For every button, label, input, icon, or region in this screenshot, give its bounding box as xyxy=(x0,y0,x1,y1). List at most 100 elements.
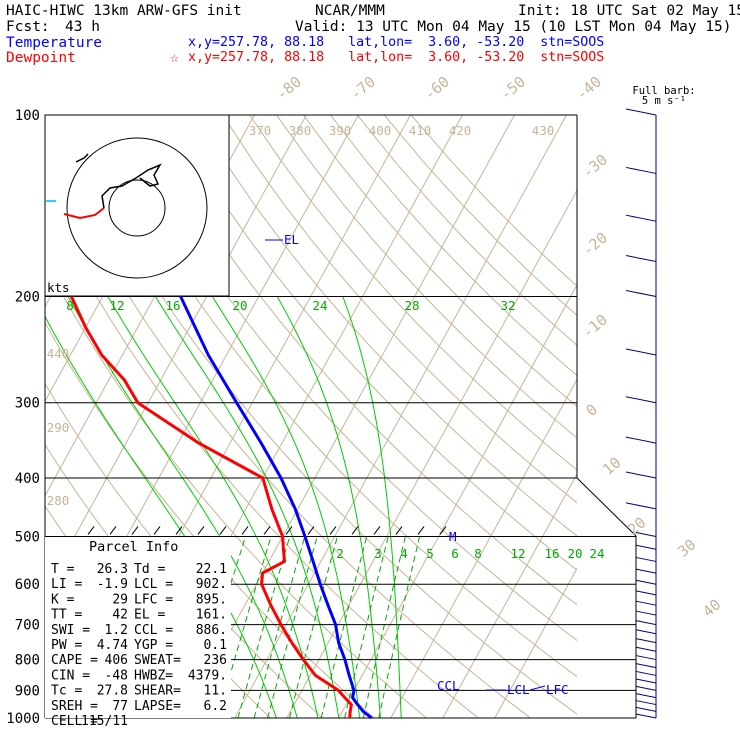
parcel-param-label: LAPSE= xyxy=(134,699,181,714)
wind-barb xyxy=(625,436,657,444)
parcel-param-label: LFC = xyxy=(134,592,173,607)
parcel-param-value: 4.74 xyxy=(97,638,128,653)
org-label: NCAR/MMM xyxy=(315,3,385,19)
parcel-param-label: SREH = xyxy=(51,699,98,714)
parcel-param-value: 161. xyxy=(196,608,227,623)
pressure-tick-label: 900 xyxy=(15,683,40,699)
theta-label: 430 xyxy=(532,123,555,138)
theta-label: 400 xyxy=(369,123,392,138)
parcel-info-table: Parcel Info T = 26.3 Td = 22.1 LI = -1.9 LCL = 9… xyxy=(45,537,231,729)
mixing-ratio-line xyxy=(362,536,406,718)
isotherm-label: 30 xyxy=(674,535,699,560)
hodograph-trace-tail xyxy=(75,153,89,163)
hodograph-outer-ring xyxy=(66,137,208,279)
wind-barb xyxy=(635,610,657,616)
moist-adiabat-label: 24 xyxy=(312,298,327,313)
theta-label: 440 xyxy=(47,346,70,361)
wind-barb xyxy=(635,685,657,691)
theta-label: 280 xyxy=(47,493,70,508)
pressure-tick-label: 200 xyxy=(15,290,40,306)
wind-barb xyxy=(635,638,657,644)
wind-barb xyxy=(635,706,657,712)
parcel-param-value: 406 xyxy=(105,653,128,668)
hodograph-inset: kts xyxy=(44,114,230,297)
parcel-param-value: 27.8 xyxy=(97,684,128,699)
mixing-ratio-line xyxy=(378,536,421,718)
moist-adiabat-label: 12 xyxy=(109,298,124,313)
dry-adiabat-line xyxy=(45,137,531,718)
wind-barb xyxy=(635,713,657,719)
wind-barb xyxy=(635,670,657,676)
wind-barb xyxy=(635,590,657,596)
wind-barb xyxy=(635,579,657,585)
pressure-tick-label: 700 xyxy=(15,618,40,634)
isotherm-line xyxy=(442,472,577,718)
isobar-hatch-mark xyxy=(439,526,447,535)
temperature-location: x,y=257.78, 88.18 lat,lon= 3.60, -53.20 … xyxy=(188,35,605,50)
wind-barb xyxy=(625,166,657,174)
mixing-ratio-label: 24 xyxy=(589,546,604,561)
lfc-label: LFC xyxy=(546,682,569,697)
isobar-hatch-mark xyxy=(307,526,315,535)
model-title: HAIC-HIWC 13km ARW-GFS init xyxy=(6,3,242,19)
mixing-ratio-line xyxy=(253,536,306,718)
dewpoint-legend: Dewpoint xyxy=(6,50,76,66)
fcst-value: 43 h xyxy=(65,19,100,35)
wind-barb xyxy=(625,255,657,263)
parcel-param-label: Tc = xyxy=(51,684,82,699)
parcel-param-label: Td = xyxy=(134,562,165,577)
parcel-param-value: 4379. xyxy=(188,668,227,683)
valid-time: Valid: 13 UTC Mon 04 May 15 (10 LST Mon … xyxy=(295,19,732,35)
moist-adiabat-line xyxy=(211,296,361,718)
isotherm-label: 40 xyxy=(699,595,724,620)
isotherm-line xyxy=(45,115,307,592)
parcel-param-label: TT = xyxy=(51,608,82,623)
parcel-param-label: CELL = xyxy=(51,714,98,729)
wind-barb xyxy=(625,471,657,479)
mixing-ratio-label: 16 xyxy=(544,546,559,561)
isobar-hatch-mark xyxy=(263,526,271,535)
temperature-legend: Temperature xyxy=(6,35,103,51)
wind-barb xyxy=(635,655,657,661)
parcel-param-value: 29 xyxy=(112,592,128,607)
dry-adiabat-lines xyxy=(45,115,577,718)
wind-barb xyxy=(635,620,657,626)
isotherm-label: 10 xyxy=(599,453,624,478)
dry-adiabat-line xyxy=(60,115,577,715)
barb-scale-label: Full barb: xyxy=(632,85,695,97)
hodograph-trace-low xyxy=(63,207,105,220)
theta-label: 380 xyxy=(289,123,312,138)
isobar-hatch-mark xyxy=(351,526,359,535)
dry-adiabat-line xyxy=(410,115,577,287)
wind-barb xyxy=(625,290,657,298)
mixing-ratio-line xyxy=(237,536,291,718)
wind-barb xyxy=(635,629,657,635)
dry-adiabat-line xyxy=(383,115,577,317)
parcel-param-label: T = xyxy=(51,562,75,577)
mixing-ratio-line xyxy=(289,536,338,718)
mixing-ratio-label: 12 xyxy=(510,546,525,561)
wind-barb xyxy=(635,700,657,706)
wind-barb xyxy=(635,678,657,684)
dry-adiabat-line xyxy=(222,115,577,504)
moist-adiabat-label: 20 xyxy=(232,298,247,313)
mixing-ratio-line xyxy=(320,536,368,718)
pressure-tick-label: 600 xyxy=(15,577,40,593)
isotherm-line xyxy=(338,283,577,718)
dry-adiabat-line xyxy=(114,115,577,642)
lfc-marker xyxy=(529,685,546,691)
wind-barb xyxy=(625,502,657,510)
dry-adiabat-line xyxy=(276,115,577,439)
wind-barb xyxy=(635,663,657,669)
parcel-param-value: 1.2 xyxy=(105,623,128,638)
isobar-hatch-mark xyxy=(153,526,161,535)
wind-barb xyxy=(625,214,657,222)
isobar-hatch-mark xyxy=(241,526,249,535)
parcel-param-value: 902. xyxy=(196,577,227,592)
parcel-param-value: 886. xyxy=(196,623,227,638)
hodograph-unit-label: kts xyxy=(47,280,70,295)
isobar-hatch-mark xyxy=(109,526,117,535)
mixing-ratio-label: 8 xyxy=(474,546,482,561)
dry-adiabat-line xyxy=(168,115,577,571)
wind-barb xyxy=(635,531,657,537)
